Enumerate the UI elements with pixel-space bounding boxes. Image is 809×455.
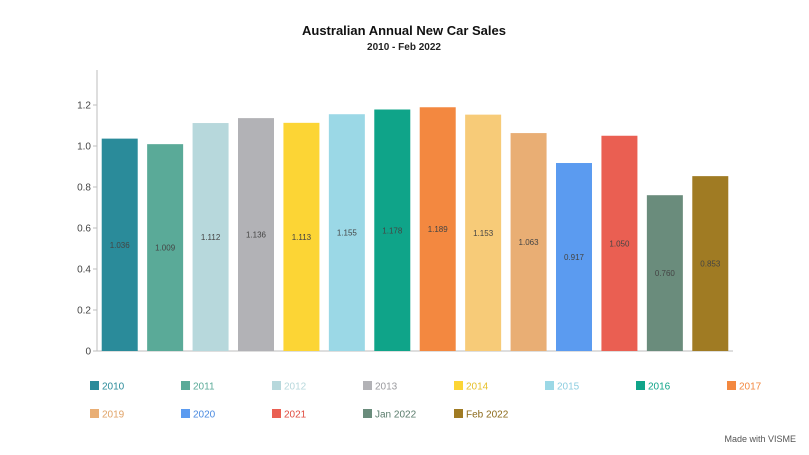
chart-subtitle: 2010 - Feb 2022 xyxy=(367,42,441,53)
legend-item-2014[interactable]: 2014 xyxy=(454,381,489,393)
bar-2016[interactable] xyxy=(374,109,411,351)
legend-item-2021[interactable]: 2021 xyxy=(272,409,307,421)
bar-2014[interactable] xyxy=(283,122,320,352)
data-label: 1.112 xyxy=(201,233,221,242)
chart-title: Australian Annual New Car Sales xyxy=(302,23,506,38)
legend-item-2013[interactable]: 2013 xyxy=(363,381,398,393)
data-label: 0.917 xyxy=(564,253,585,262)
data-label: 1.050 xyxy=(609,239,630,248)
data-label: 1.155 xyxy=(337,229,358,238)
legend-swatch xyxy=(90,409,99,418)
data-label: 1.189 xyxy=(428,225,449,234)
legend-label: 2021 xyxy=(284,410,307,421)
legend-swatch xyxy=(636,381,645,390)
legend-swatch xyxy=(181,409,190,418)
data-label: 1.036 xyxy=(110,241,131,250)
legend-label: Jan 2022 xyxy=(375,410,417,421)
legend-item-feb-2022[interactable]: Feb 2022 xyxy=(454,409,509,421)
legend-label: 2020 xyxy=(193,410,216,421)
y-tick-label: 1.0 xyxy=(77,142,91,153)
data-label: 0.760 xyxy=(655,269,676,278)
bar-2017[interactable] xyxy=(419,107,456,351)
legend-swatch xyxy=(727,381,736,390)
legend-item-2011[interactable]: 2011 xyxy=(181,381,215,393)
data-label: 1.136 xyxy=(246,231,267,240)
legend-swatch xyxy=(363,409,372,418)
legend-item-2019[interactable]: 2019 xyxy=(90,409,125,421)
legend-swatch xyxy=(272,409,281,418)
made-with-visme-watermark: Made with VISME xyxy=(724,434,796,444)
bar-2013[interactable] xyxy=(238,118,274,352)
bar-2018[interactable] xyxy=(465,114,502,351)
legend-item-2017[interactable]: 2017 xyxy=(727,381,762,393)
legend-label: 2016 xyxy=(648,382,671,393)
y-tick-label: 0 xyxy=(85,347,91,358)
y-tick-label: 1.2 xyxy=(77,101,91,112)
bar-2019[interactable] xyxy=(510,133,547,351)
legend-swatch xyxy=(454,409,463,418)
bar-2012[interactable] xyxy=(192,123,229,351)
legend-label: 2019 xyxy=(102,410,125,421)
data-label: 1.113 xyxy=(292,233,312,242)
legend-swatch xyxy=(90,381,99,390)
data-label: 1.009 xyxy=(155,244,176,253)
bar-2021[interactable] xyxy=(601,135,638,351)
legend-label: Feb 2022 xyxy=(466,410,509,421)
y-tick-label: 0.4 xyxy=(77,265,91,276)
bar-2011[interactable] xyxy=(147,144,184,351)
data-label: 1.153 xyxy=(473,229,494,238)
y-tick-label: 0.8 xyxy=(77,183,91,194)
value-labels-group: 1.036 1.009 1.112 1.136 1.113 1.155 1.178 1.189… xyxy=(110,225,721,278)
legend-item-2020[interactable]: 2020 xyxy=(181,409,216,421)
bar-feb-2022[interactable] xyxy=(692,176,729,351)
legend-item-jan-2022[interactable]: Jan 2022 xyxy=(363,409,417,421)
data-label: 0.853 xyxy=(700,260,721,269)
legend: 2010201120122013201420152016201720182019… xyxy=(90,381,762,421)
y-tick-label: 0.6 xyxy=(77,224,91,235)
bar-2015[interactable] xyxy=(328,114,365,351)
legend-item-2015[interactable]: 2015 xyxy=(545,381,580,393)
legend-item-2010[interactable]: 2010 xyxy=(90,381,125,393)
legend-item-2016[interactable]: 2016 xyxy=(636,381,671,393)
data-label: 1.063 xyxy=(519,238,540,247)
legend-label: 2015 xyxy=(557,382,580,393)
bar-jan-2022[interactable] xyxy=(646,195,683,351)
legend-label: 2010 xyxy=(102,382,125,393)
legend-item-2012[interactable]: 2012 xyxy=(272,381,307,393)
legend-label: 2011 xyxy=(193,382,215,393)
y-tick-label: 0.2 xyxy=(77,306,91,317)
legend-label: 2014 xyxy=(466,382,489,393)
data-label: 1.178 xyxy=(382,226,403,235)
legend-swatch xyxy=(545,381,554,390)
bar-2010[interactable] xyxy=(101,138,138,351)
legend-swatch xyxy=(272,381,281,390)
bar-2020[interactable] xyxy=(556,163,592,351)
legend-swatch xyxy=(454,381,463,390)
legend-swatch xyxy=(363,381,372,390)
legend-label: 2012 xyxy=(284,382,307,393)
legend-label: 2013 xyxy=(375,382,398,393)
bars-group xyxy=(101,107,729,352)
legend-swatch xyxy=(181,381,190,390)
legend-label: 2017 xyxy=(739,382,762,393)
